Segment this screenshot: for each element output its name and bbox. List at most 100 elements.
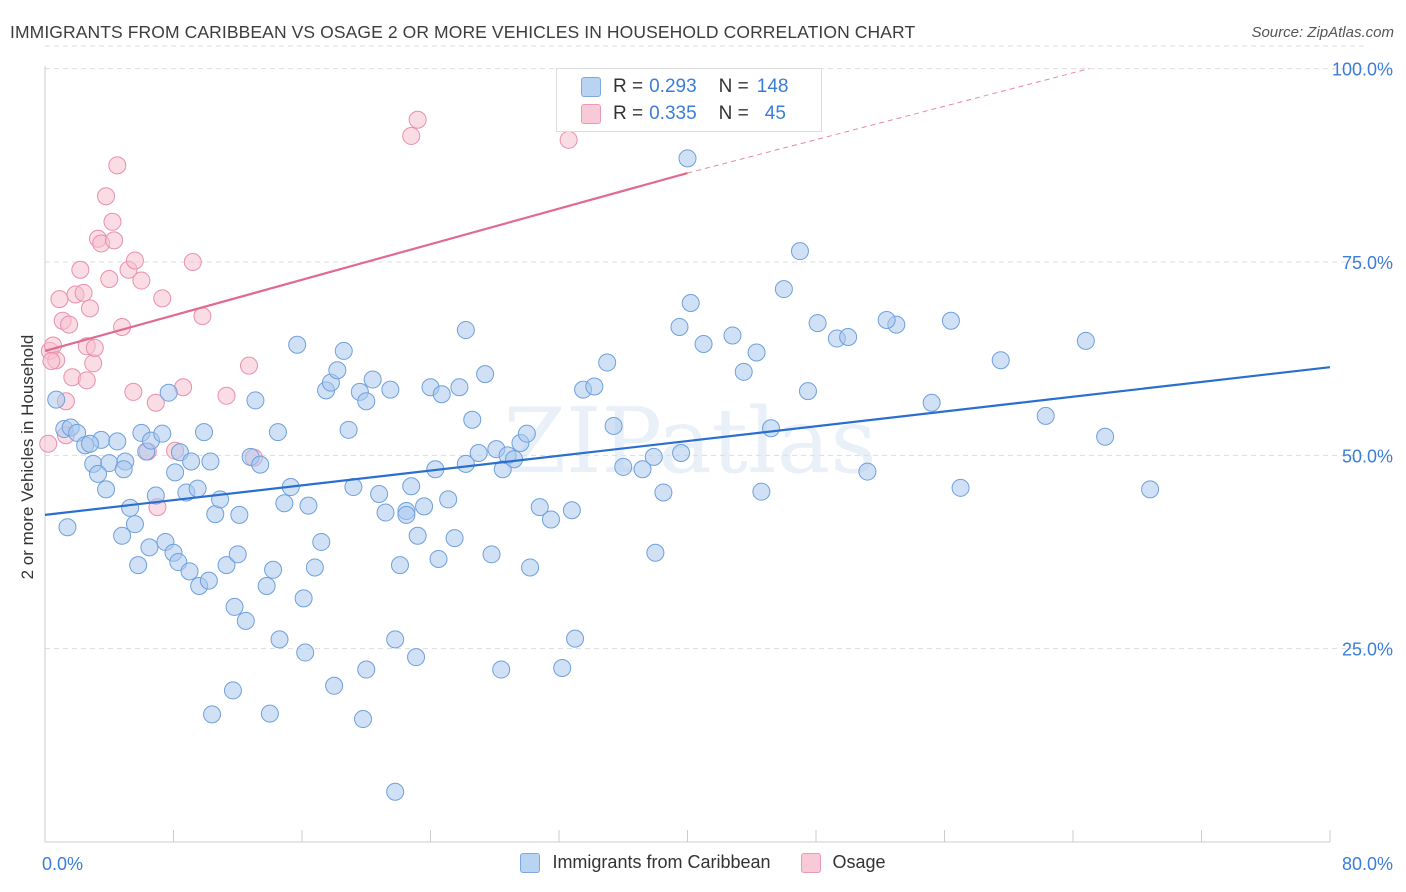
caribbean-point	[476, 365, 495, 384]
x-tick-label: 80.0%	[1342, 854, 1393, 874]
caribbean-point	[456, 454, 475, 473]
osage-point	[183, 253, 202, 271]
osage-point	[408, 110, 427, 129]
caribbean-point	[140, 538, 159, 557]
caribbean-point	[386, 782, 405, 801]
osage-point	[39, 434, 58, 453]
osage-point	[103, 212, 122, 231]
caribbean-point	[614, 457, 633, 476]
legend-n-label: N =	[718, 76, 749, 97]
caribbean-point	[752, 482, 771, 501]
caribbean-point	[199, 571, 218, 590]
caribbean-point	[182, 452, 201, 471]
caribbean-point	[1096, 427, 1115, 446]
caribbean-point	[762, 419, 781, 438]
caribbean-point	[397, 505, 416, 524]
osage-point	[77, 371, 96, 390]
legend-r-value: 0.293	[649, 76, 697, 97]
caribbean-point	[288, 335, 307, 354]
series-swatch-caribbean	[520, 852, 541, 873]
correlation-legend: R = 0.293 N = 148 R = 0.335 N = 45	[556, 68, 822, 132]
series-legend-osage: Osage	[800, 852, 886, 873]
source-credit: Source: ZipAtlas.com	[1251, 24, 1394, 41]
caribbean-point	[108, 432, 127, 451]
osage-point	[42, 351, 61, 370]
osage-point	[559, 130, 578, 149]
caribbean-point	[305, 558, 324, 577]
caribbean-point	[521, 558, 540, 577]
osage-point	[146, 393, 165, 412]
osage-point	[60, 315, 79, 334]
caribbean-point	[598, 353, 617, 372]
caribbean-point	[723, 326, 742, 345]
caribbean-point	[230, 505, 249, 524]
caribbean-point	[463, 410, 482, 429]
caribbean-point	[296, 643, 315, 662]
osage-point	[193, 307, 212, 326]
caribbean-point	[541, 510, 560, 529]
caribbean-point	[257, 577, 276, 596]
caribbean-point	[223, 681, 242, 700]
caribbean-point	[89, 464, 108, 483]
caribbean-point	[585, 377, 604, 396]
caribbean-point	[381, 380, 400, 399]
legend-row-caribbean: R = 0.293 N = 148	[581, 74, 788, 100]
caribbean-point	[357, 660, 376, 679]
series-legend-caribbean: Immigrants from Caribbean	[520, 852, 771, 873]
caribbean-point	[47, 390, 66, 409]
caribbean-point	[402, 477, 421, 496]
caribbean-point	[492, 660, 511, 679]
caribbean-point	[922, 393, 941, 412]
series-label-caribbean: Immigrants from Caribbean	[552, 852, 771, 872]
osage-point	[74, 283, 93, 302]
caribbean-point	[228, 545, 247, 564]
caribbean-point	[260, 704, 279, 723]
osage-trend-extension	[687, 68, 1090, 174]
osage-point	[402, 126, 421, 145]
caribbean-point	[450, 378, 469, 397]
caribbean-point	[58, 518, 77, 537]
caribbean-point	[312, 532, 331, 551]
caribbean-point	[203, 705, 222, 724]
caribbean-point	[456, 321, 475, 340]
caribbean-point	[153, 424, 172, 443]
caribbean-point	[334, 341, 353, 360]
caribbean-point	[429, 549, 448, 568]
caribbean-point	[159, 383, 178, 402]
caribbean-point	[275, 494, 294, 513]
caribbean-point	[363, 370, 382, 389]
series-swatch-osage	[800, 852, 821, 873]
caribbean-trend-line	[44, 366, 1331, 516]
osage-point	[125, 251, 144, 270]
caribbean-point	[566, 629, 585, 648]
legend-n-value: 148	[756, 76, 789, 97]
caribbean-point	[670, 317, 689, 336]
caribbean-point	[121, 498, 140, 517]
caribbean-point	[339, 420, 358, 439]
caribbean-point	[877, 311, 896, 329]
caribbean-point	[530, 498, 549, 517]
osage-point	[124, 382, 143, 401]
series-legend: Immigrants from Caribbean Osage	[0, 852, 1406, 873]
caribbean-point	[734, 362, 753, 381]
caribbean-point	[236, 611, 255, 630]
osage-point	[108, 156, 127, 175]
caribbean-point	[1141, 480, 1160, 499]
caribbean-point	[604, 416, 623, 435]
caribbean-point	[80, 434, 99, 453]
caribbean-point	[1076, 331, 1095, 350]
legend-r-label: R =	[613, 76, 644, 97]
osage-trend-line	[44, 172, 688, 352]
caribbean-point	[654, 483, 673, 502]
caribbean-point	[270, 630, 289, 649]
osage-point	[239, 356, 258, 375]
osage-point	[80, 299, 99, 318]
series-label-osage: Osage	[832, 852, 886, 872]
caribbean-point	[747, 343, 766, 362]
caribbean-point	[991, 351, 1010, 370]
caribbean-point	[646, 543, 665, 562]
caribbean-point	[469, 444, 488, 463]
caribbean-point	[114, 460, 133, 479]
caribbean-point	[390, 556, 409, 575]
osage-point	[97, 187, 116, 206]
